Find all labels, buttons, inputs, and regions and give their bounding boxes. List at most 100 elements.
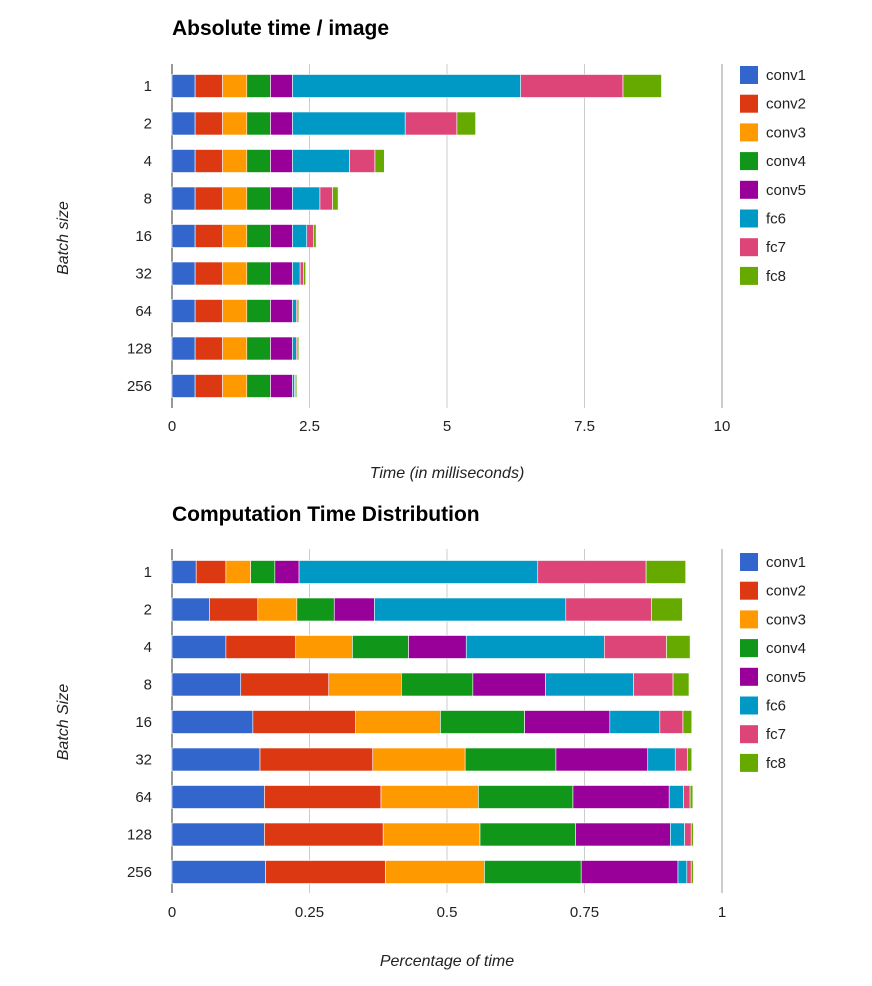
legend-swatch (740, 553, 758, 571)
bar-segment-conv2 (195, 560, 227, 584)
bar-segment-fc8 (297, 299, 300, 323)
legend-swatch (740, 667, 758, 686)
legend-label: conv2 (766, 583, 806, 600)
bar-segment-conv5 (270, 261, 293, 286)
category-label: 1 (144, 564, 152, 581)
bar-segment-conv4 (401, 672, 474, 697)
category-labels: 1 2 4 8 16 32 64 128 256 (127, 78, 152, 395)
x-tick-label: 7.5 (574, 418, 595, 435)
bar-segment-conv3 (355, 710, 441, 734)
category-label: 256 (127, 378, 152, 395)
bar-segment-fc7 (404, 111, 458, 136)
bar-segment-conv2 (209, 597, 259, 622)
bar-segment-conv4 (464, 747, 557, 772)
bar-segment-fc8 (690, 860, 694, 884)
bar-segment-fc7 (520, 74, 624, 98)
bar-segment-conv4 (246, 149, 271, 173)
category-label: 2 (144, 602, 152, 619)
bar-segment-conv3 (222, 149, 248, 173)
bar-segment-fc6 (668, 785, 684, 809)
bar-segment-conv1 (171, 111, 196, 136)
legend-swatch (740, 209, 758, 228)
tick-labels: 0 0.25 0.5 0.75 1 (168, 904, 726, 921)
bar-segment-conv1 (171, 822, 265, 847)
bar-segment-conv1 (171, 374, 196, 398)
bar-segment-fc7 (603, 635, 667, 659)
bar-segment-fc8 (689, 785, 694, 809)
bar-segment-fc6 (669, 822, 685, 847)
bar-segment-fc6 (292, 299, 297, 323)
bar-segment-fc8 (672, 672, 690, 697)
bar-segment-fc6 (292, 111, 406, 136)
legend-label: conv4 (766, 640, 806, 657)
bar-segment-conv2 (194, 261, 223, 286)
bar-segment-fc6 (298, 560, 539, 584)
bar-segment-conv2 (225, 635, 297, 659)
bar-segment-fc6 (465, 635, 605, 659)
legend-label: fc7 (766, 239, 786, 256)
bar-segment-conv3 (222, 374, 248, 398)
bar-segment-conv5 (270, 299, 293, 323)
legend-swatch (740, 180, 758, 199)
bar-segment-conv2 (194, 336, 223, 361)
bar-segment-fc7 (683, 785, 691, 809)
legend-label: conv3 (766, 124, 806, 141)
bar-segment-conv5 (555, 747, 649, 772)
x-axis-title: Percentage of time (380, 953, 514, 970)
bar-segment-fc6 (292, 336, 297, 361)
bar-segment-conv1 (171, 299, 196, 323)
category-label: 32 (135, 752, 152, 769)
legend-label: conv3 (766, 611, 806, 628)
bar-segment-fc8 (645, 560, 686, 584)
legend-label: fc6 (766, 211, 786, 228)
bar-segment-conv5 (524, 710, 611, 734)
bar-segment-conv2 (194, 74, 223, 98)
bar-segment-conv4 (296, 597, 335, 622)
bar-segment-conv2 (265, 860, 386, 884)
bar-segment-fc8 (313, 224, 317, 248)
legend-swatch (740, 266, 758, 285)
category-label: 64 (135, 789, 152, 806)
bar-segment-conv5 (270, 186, 293, 211)
bar-segment-fc8 (687, 747, 693, 772)
bar-segment-conv3 (380, 785, 479, 809)
bar-segment-conv5 (333, 597, 375, 622)
bar-segment-fc6 (647, 747, 676, 772)
bar-segment-conv2 (259, 747, 374, 772)
bar-segment-conv1 (171, 336, 196, 361)
bar-segment-conv1 (171, 672, 242, 697)
legend-label: conv4 (766, 153, 806, 170)
bar-segment-conv4 (246, 261, 271, 286)
bar-segment-conv4 (246, 111, 271, 136)
category-label: 4 (144, 153, 152, 170)
x-tick-label: 0.5 (437, 904, 458, 921)
bar-segment-conv5 (274, 560, 300, 584)
bar-segment-conv2 (194, 149, 223, 173)
bar-segment-fc7 (565, 597, 652, 622)
x-tick-label: 1 (718, 904, 726, 921)
legend-label: conv5 (766, 182, 806, 199)
legend-label: conv2 (766, 96, 806, 113)
bar-segment-fc8 (332, 186, 339, 211)
bar-segment-conv5 (270, 374, 293, 398)
bar-segment-fc8 (690, 822, 694, 847)
legend-swatch (740, 639, 758, 658)
x-tick-label: 0 (168, 904, 176, 921)
bar-segment-conv4 (440, 710, 525, 734)
x-tick-label: 0.25 (295, 904, 324, 921)
bar-segment-conv5 (270, 224, 293, 248)
bar-segment-conv3 (257, 597, 298, 622)
legend: conv1 conv2 conv3 conv4 conv5 fc6 fc7 fc8 (740, 66, 806, 285)
x-tick-label: 2.5 (299, 418, 320, 435)
bar-segment-conv4 (246, 224, 271, 248)
bar-segment-conv3 (328, 672, 402, 697)
bar-segment-conv4 (478, 785, 574, 809)
chart-title: Absolute time / image (172, 17, 389, 40)
bar-segment-conv1 (171, 785, 265, 809)
bar-segment-conv1 (171, 261, 196, 286)
bar-segment-fc7 (686, 860, 692, 884)
x-tick-label: 10 (714, 418, 731, 435)
bar-segment-fc7 (306, 224, 314, 248)
bar-segment-fc7 (319, 186, 333, 211)
